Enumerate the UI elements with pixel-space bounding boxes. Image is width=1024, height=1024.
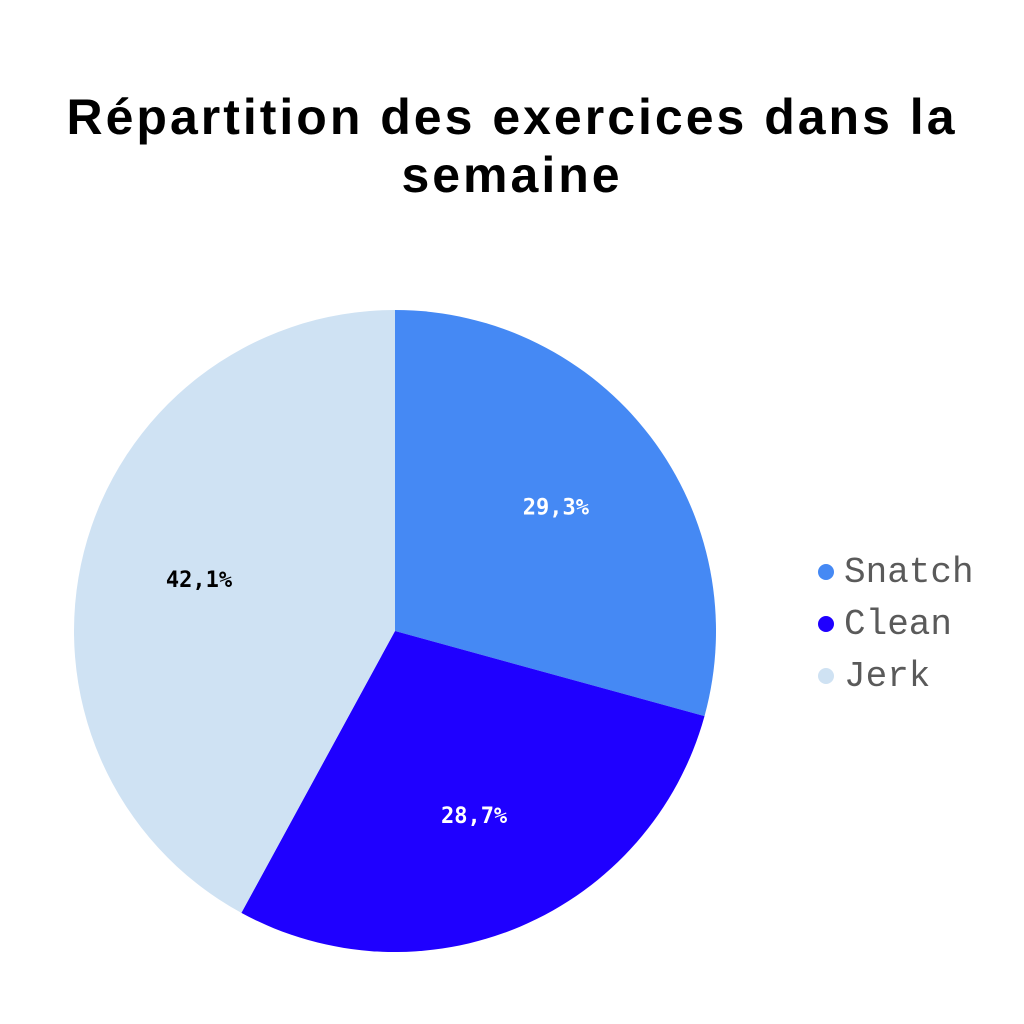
slice-label-snatch: 29,3% (523, 495, 590, 520)
legend-swatch-snatch (818, 564, 834, 580)
pie-slice-snatch (395, 310, 716, 717)
legend-item-clean: Clean (818, 598, 974, 650)
legend-item-snatch: Snatch (818, 546, 974, 598)
legend-item-jerk: Jerk (818, 650, 974, 702)
pie-slice-clean (241, 631, 705, 952)
legend-swatch-clean (818, 616, 834, 632)
legend: Snatch Clean Jerk (818, 546, 974, 702)
chart-title: Répartition des exercices dans la semain… (66, 89, 958, 203)
legend-swatch-jerk (818, 668, 834, 684)
pie-slices (74, 310, 716, 952)
legend-label-snatch: Snatch (844, 551, 974, 593)
legend-label-jerk: Jerk (844, 655, 931, 697)
pie-value-labels: 29,3% 28,7% 42,1% (166, 495, 590, 829)
pie-slice-jerk (74, 310, 396, 913)
legend-label-clean: Clean (844, 603, 953, 645)
slice-label-clean: 28,7% (441, 804, 508, 829)
slice-label-jerk: 42,1% (166, 568, 233, 593)
